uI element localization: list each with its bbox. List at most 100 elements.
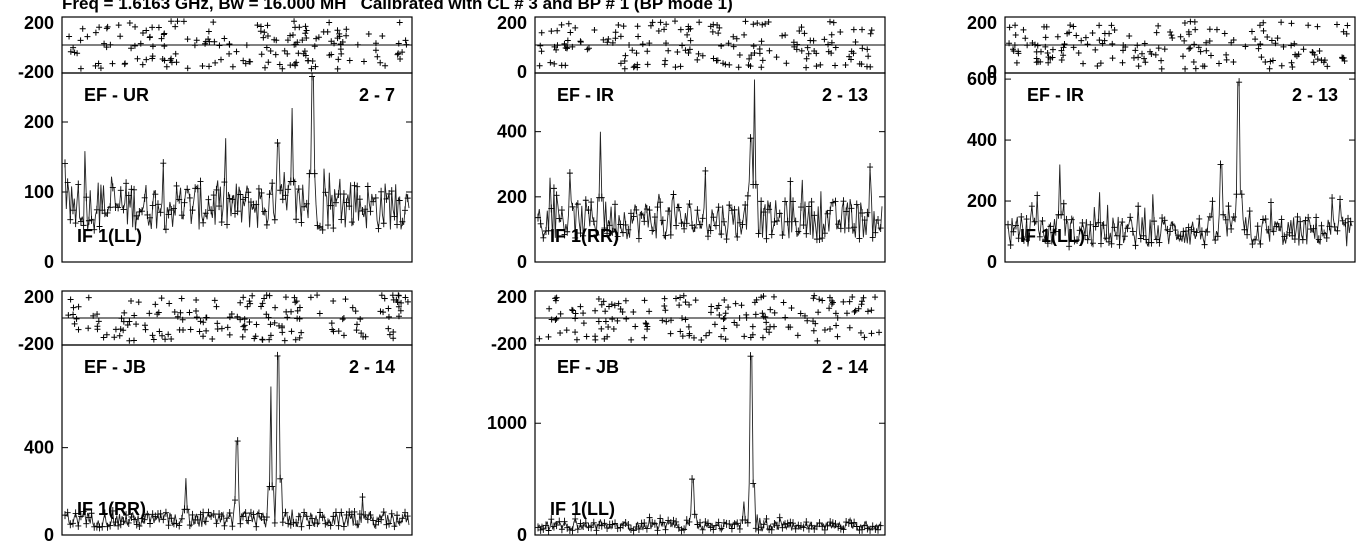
phase-point (73, 315, 80, 322)
amplitude-point (388, 187, 395, 196)
phase-point (178, 295, 185, 302)
phase-point (562, 44, 569, 51)
phase-point (634, 61, 641, 68)
phase-point (281, 47, 288, 54)
phase-point (261, 29, 268, 36)
amplitude-point (303, 199, 310, 208)
amplitude-point (107, 521, 114, 530)
amplitude-point (736, 218, 743, 227)
amplitude-point (335, 521, 342, 530)
amplitude-point (351, 507, 358, 516)
amplitude-point (744, 518, 751, 527)
phase-point (328, 38, 335, 45)
phase-point (646, 40, 653, 47)
amplitude-point (263, 513, 270, 522)
phase-point (766, 47, 773, 54)
phase-point (168, 55, 175, 62)
phase-point (131, 42, 138, 49)
amplitude-point (1156, 238, 1163, 247)
amplitude-point (277, 186, 284, 195)
phase-tick-label: 200 (24, 287, 54, 307)
amplitude-point (133, 520, 140, 529)
phase-point (821, 326, 828, 333)
phase-point (139, 29, 146, 36)
amplitude-point (141, 515, 148, 524)
amplitude-point (574, 525, 581, 534)
amplitude-point (1182, 227, 1189, 236)
amplitude-point (109, 506, 116, 515)
phase-point (585, 45, 592, 52)
amplitude-point (766, 205, 773, 214)
amplitude-point (298, 522, 305, 531)
phase-point (1029, 39, 1036, 46)
phase-point (149, 43, 156, 50)
amplitude-point (1185, 223, 1192, 232)
phase-point (553, 294, 560, 301)
amplitude-point (641, 217, 648, 226)
phase-point (687, 37, 694, 44)
phase-point (677, 328, 684, 335)
phase-point (659, 317, 666, 324)
amplitude-point (774, 521, 781, 530)
amplitude-point (295, 185, 302, 194)
phase-point (568, 306, 575, 313)
amplitude-point (843, 518, 850, 527)
phase-point (1288, 59, 1295, 66)
phase-point (1288, 42, 1295, 49)
amplitude-point (1217, 160, 1224, 169)
phase-point (340, 315, 347, 322)
phase-point (644, 48, 651, 55)
amplitude-point (402, 508, 409, 517)
amplitude-point (670, 516, 677, 525)
phase-point (284, 50, 291, 57)
phase-point (742, 18, 749, 25)
amplitude-point (351, 181, 358, 190)
phase-point (1080, 60, 1087, 67)
amplitude-point (1323, 233, 1330, 242)
phase-point (826, 18, 833, 25)
amplitude-point (1212, 236, 1219, 245)
phase-point (293, 59, 300, 66)
phase-point (628, 336, 635, 343)
phase-point (1195, 44, 1202, 51)
amplitude-point (279, 518, 286, 527)
amplitude-point (875, 525, 882, 534)
phase-point (736, 314, 743, 321)
phase-point (1324, 63, 1331, 70)
phase-point (743, 311, 750, 318)
amplitude-point (635, 234, 642, 243)
phase-point (254, 22, 261, 29)
amplitude-point (170, 519, 177, 528)
phase-point (1289, 64, 1296, 71)
amplitude-point (221, 178, 228, 187)
phase-point (840, 298, 847, 305)
amplitude-point (362, 510, 369, 519)
phase-point (649, 19, 656, 26)
phase-point (234, 313, 241, 320)
amplitude-point (101, 509, 108, 518)
amplitude-point (827, 206, 834, 215)
phase-point (557, 330, 564, 337)
phase-point (766, 329, 773, 336)
amplitude-point (229, 522, 236, 531)
amplitude-frame (534, 344, 886, 536)
phase-point (846, 298, 853, 305)
phase-point (1314, 23, 1321, 30)
phase-point (759, 334, 766, 341)
phase-point (386, 331, 393, 338)
phase-point (730, 33, 737, 40)
phase-point (1264, 34, 1271, 41)
amplitude-point (396, 196, 403, 205)
amplitude-point (845, 518, 852, 527)
amplitude-point (580, 231, 587, 240)
amplitude-point (635, 525, 642, 534)
phase-point (672, 18, 678, 25)
amplitude-point (170, 204, 177, 213)
amplitude-point (593, 526, 600, 535)
phase-point (632, 323, 639, 330)
phase-point (1012, 22, 1019, 29)
amplitude-point (1063, 215, 1070, 224)
amplitude-point (736, 524, 743, 533)
amplitude-point (1108, 239, 1115, 248)
phase-point (811, 292, 818, 299)
